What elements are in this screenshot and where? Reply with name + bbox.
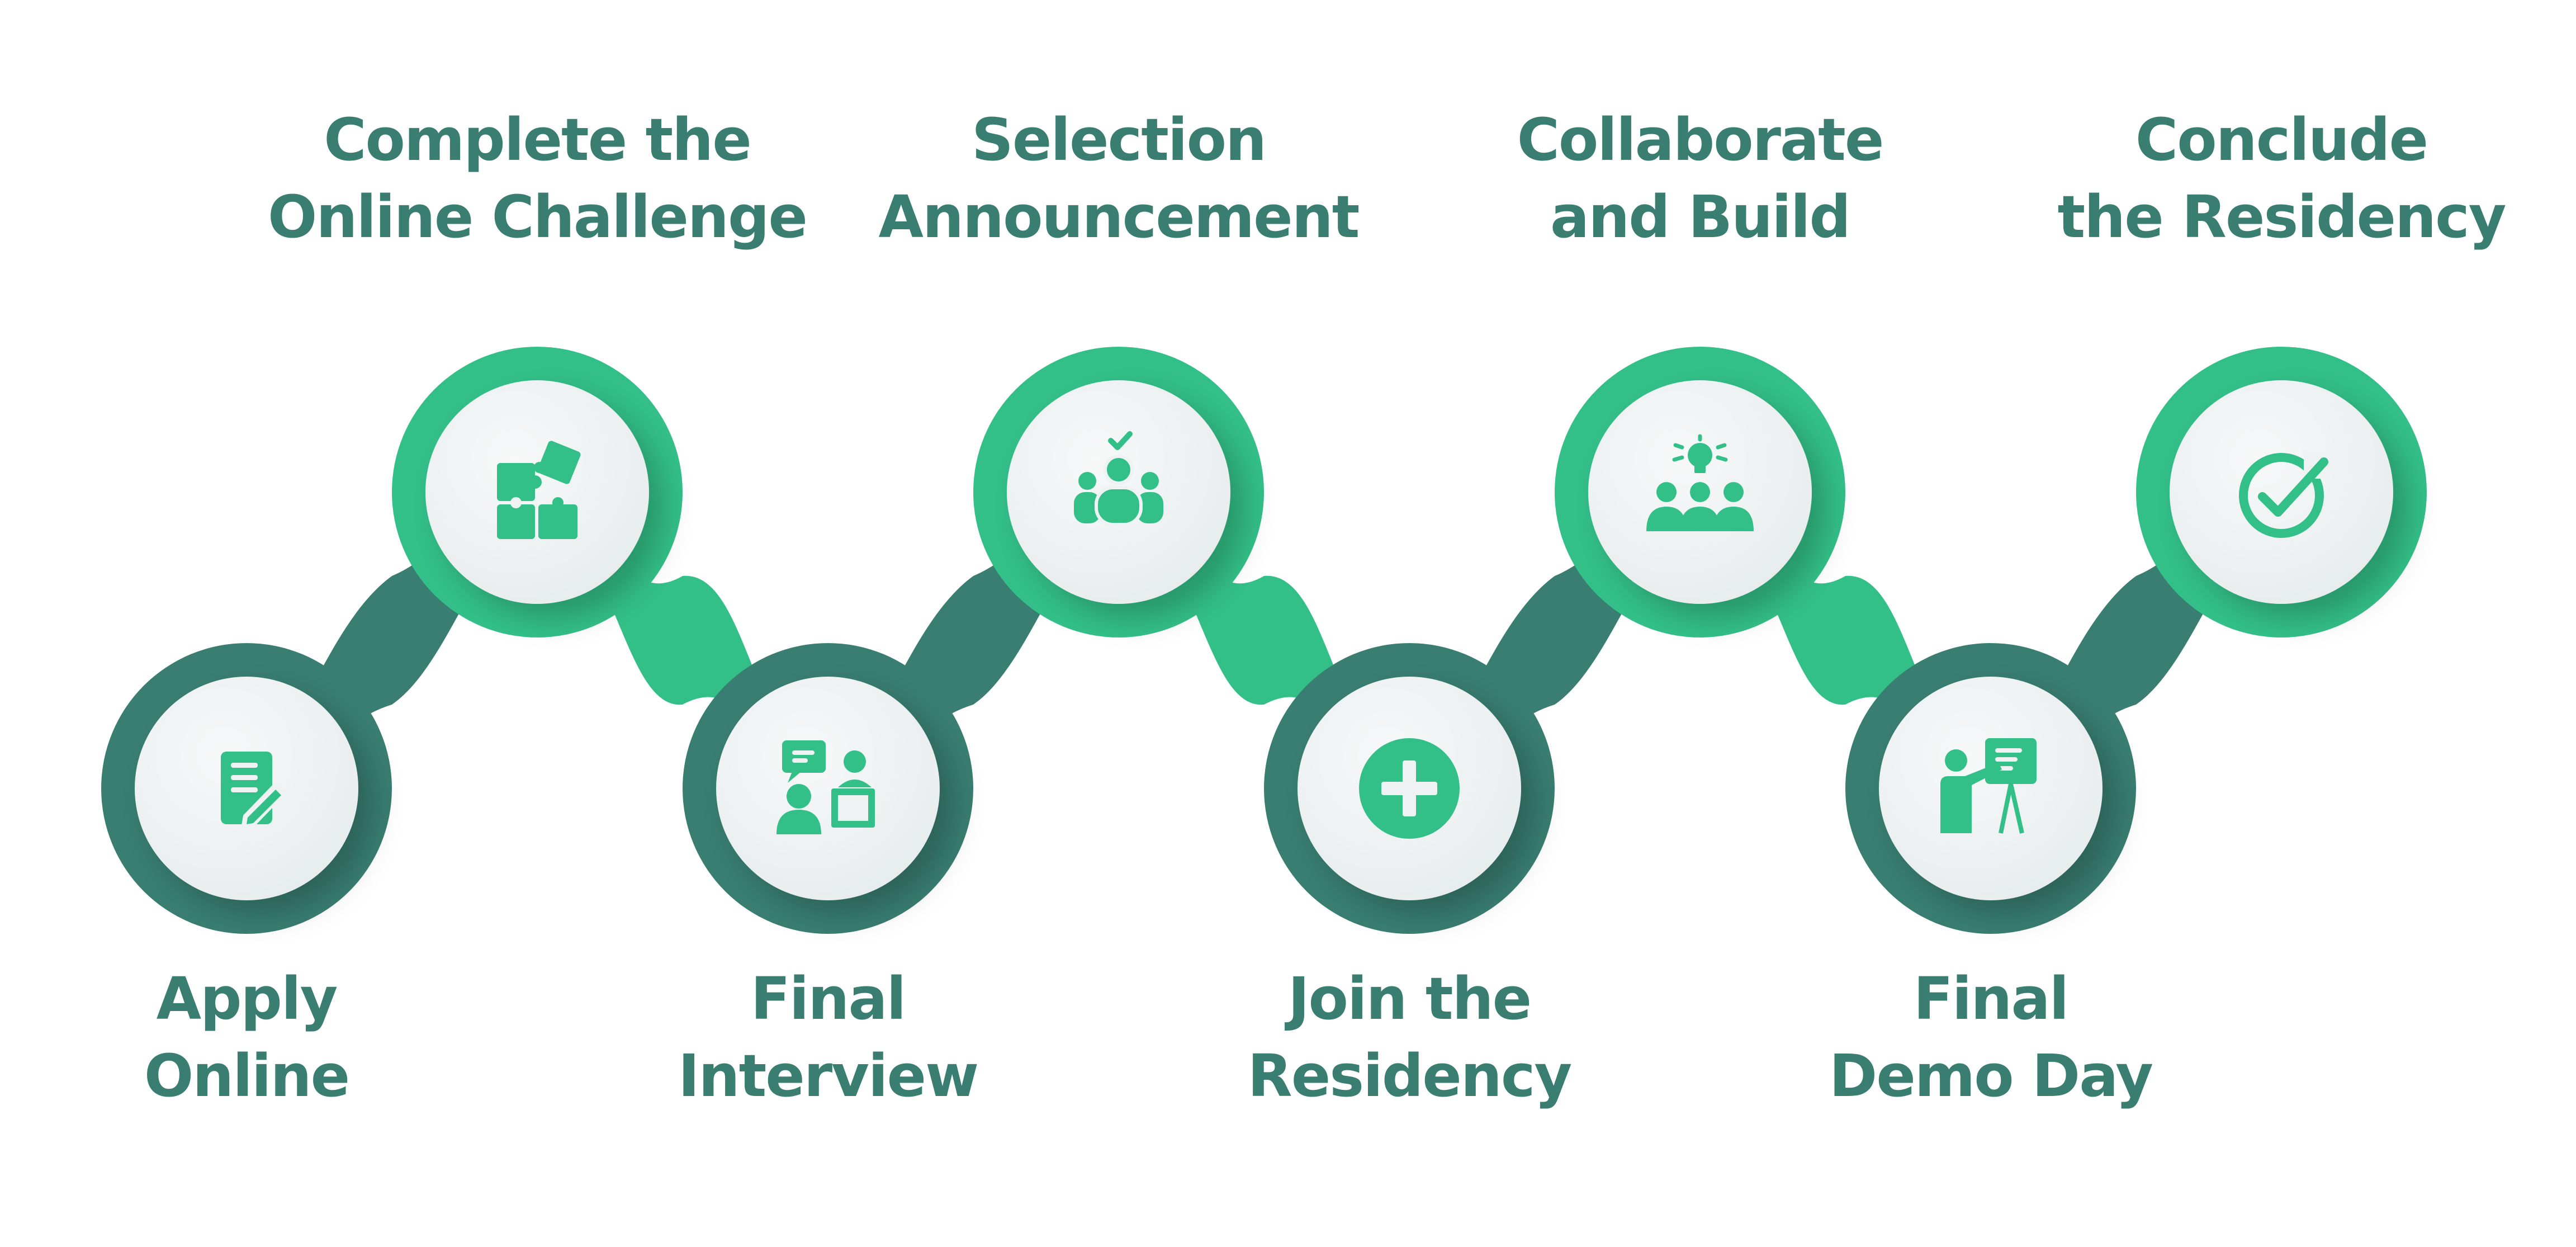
interview-icon <box>776 740 875 834</box>
plus-circle-icon <box>1359 738 1460 839</box>
presentation-icon <box>1940 738 2037 834</box>
step-node <box>101 643 392 934</box>
step-label-line2: the Residency <box>2057 183 2505 251</box>
step-label-line2: and Build <box>1550 183 1850 251</box>
step-label: Apply Online <box>144 965 349 1110</box>
step-labels: Apply Online Complete the Online Challenge F… <box>144 106 2507 1110</box>
step-label-line2: Demo Day <box>1829 1042 2152 1110</box>
step-label-line2: Online <box>144 1042 349 1110</box>
step-node <box>1264 643 1555 934</box>
group-check-icon <box>1074 431 1163 526</box>
step-label: Conclude the Residency <box>2057 106 2505 251</box>
step-node <box>392 347 683 637</box>
step-label-line2: Interview <box>678 1042 978 1110</box>
step-label-line1: Final <box>751 965 906 1033</box>
step-label-line1: Conclude <box>2135 106 2427 174</box>
step-node <box>973 347 1264 637</box>
step-label: Final Interview <box>678 965 978 1110</box>
step-label: Selection Announcement <box>879 106 1359 251</box>
step-node <box>683 643 973 934</box>
step-node <box>2136 347 2427 637</box>
step-circle <box>716 677 940 900</box>
step-circle <box>2170 380 2393 604</box>
step-label-line2: Announcement <box>879 183 1359 251</box>
step-label-line1: Selection <box>972 106 1266 174</box>
step-rings <box>101 347 2427 934</box>
step-label-line1: Join the <box>1285 965 1531 1033</box>
document-pencil-icon <box>221 752 287 829</box>
step-label: Collaborate and Build <box>1517 106 1883 251</box>
step-label-line1: Collaborate <box>1517 106 1883 174</box>
check-circle-icon <box>2239 451 2328 538</box>
step-label-line1: Complete the <box>324 106 751 174</box>
step-circle <box>425 380 649 604</box>
step-label-line2: Online Challenge <box>268 183 807 251</box>
step-label-line2: Residency <box>1248 1042 1571 1110</box>
team-idea-icon <box>1646 434 1754 531</box>
step-label: Final Demo Day <box>1829 965 2152 1110</box>
step-label: Join the Residency <box>1248 965 1571 1110</box>
puzzle-icon <box>497 441 581 539</box>
step-node <box>1845 643 2136 934</box>
step-node <box>1555 347 1845 637</box>
step-label-line1: Final <box>1914 965 2068 1033</box>
step-label: Complete the Online Challenge <box>268 106 807 251</box>
step-circle <box>1879 677 2103 900</box>
step-label-line1: Apply <box>157 965 337 1033</box>
